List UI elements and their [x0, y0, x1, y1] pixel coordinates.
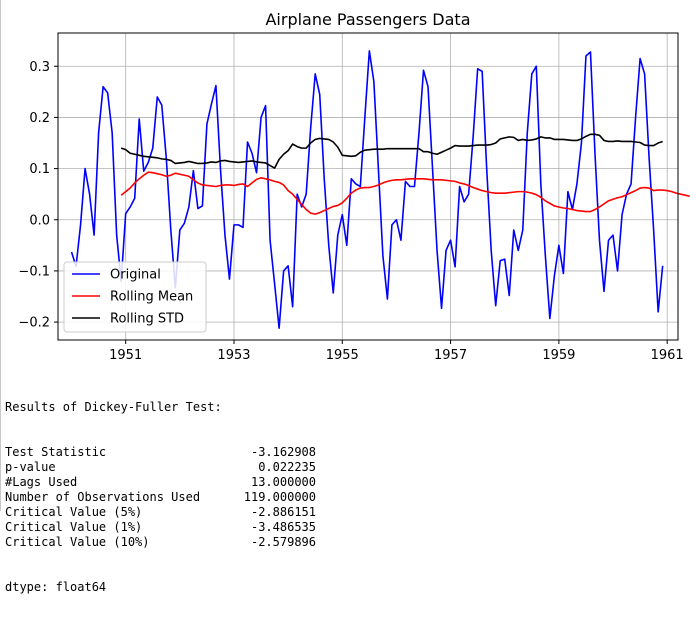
- dickey-fuller-results: Results of Dickey-Fuller Test: Test Stat…: [5, 370, 316, 625]
- results-row-value: -2.579896: [250, 535, 316, 549]
- results-heading: Results of Dickey-Fuller Test:: [5, 400, 222, 414]
- results-row: #Lags Used 13.000000: [5, 475, 316, 490]
- results-row-name: #Lags Used: [5, 475, 78, 489]
- results-row-value: -3.162908: [250, 445, 316, 459]
- x-tick-label: 1951: [109, 348, 142, 363]
- grid: [58, 33, 678, 340]
- chart-title: Airplane Passengers Data: [265, 10, 470, 29]
- results-row-name: Test Statistic: [5, 445, 107, 459]
- results-table: Test Statistic -3.162908 p-value 0.022235 #L…: [5, 445, 316, 550]
- x-tick-label: 1961: [651, 348, 684, 363]
- y-tick-label: 0.0: [29, 213, 50, 228]
- results-row: p-value 0.022235: [5, 460, 316, 475]
- x-axis: 1951 1953 1955 1957 1959 1961: [109, 340, 684, 363]
- x-tick-label: 1959: [542, 348, 575, 363]
- results-row-value: 13.000000: [250, 475, 316, 489]
- results-row-value: -2.886151: [250, 505, 316, 519]
- y-tick-label: 0.1: [29, 162, 50, 177]
- results-row-name: Critical Value (5%): [5, 505, 143, 519]
- results-row: Critical Value (5%) -2.886151: [5, 505, 316, 520]
- x-tick-label: 1955: [326, 348, 359, 363]
- results-row-name: Number of Observations Used: [5, 490, 201, 504]
- y-tick-label: −0.1: [18, 264, 50, 279]
- results-row-name: Critical Value (10%): [5, 535, 150, 549]
- results-row: Test Statistic -3.162908: [5, 445, 316, 460]
- results-row-name: p-value: [5, 460, 56, 474]
- results-row-value: 0.022235: [258, 460, 316, 474]
- y-axis: −0.2 −0.1 0.0 0.1 0.2 0.3: [18, 60, 58, 331]
- legend: Original Rolling Mean Rolling STD: [63, 261, 207, 333]
- legend-label-original: Original: [110, 268, 161, 283]
- y-tick-label: 0.3: [29, 60, 50, 75]
- notebook-output: Airplane Passengers Data 1951 1953 1955 195…: [0, 0, 690, 594]
- y-tick-label: −0.2: [18, 316, 50, 331]
- results-row-value: 119.000000: [243, 490, 316, 504]
- series-line-original: [70, 50, 664, 330]
- cell-left-border: [0, 0, 1, 511]
- line-chart: Airplane Passengers Data 1951 1953 1955 195…: [18, 10, 690, 363]
- legend-label-rolling-mean: Rolling Mean: [110, 290, 193, 305]
- legend-box: [63, 261, 207, 333]
- dtype-line: dtype: float64: [5, 580, 107, 594]
- x-tick-label: 1957: [434, 348, 467, 363]
- legend-label-rolling-std: Rolling STD: [110, 312, 184, 327]
- y-tick-label: 0.2: [29, 111, 50, 126]
- series-line-rolling-mean: [120, 171, 690, 215]
- plot-frame: [57, 32, 679, 341]
- results-row-value: -3.486535: [250, 520, 316, 534]
- results-row-name: Critical Value (1%): [5, 520, 143, 534]
- series-lines: [70, 50, 690, 330]
- results-row: Number of Observations Used 119.000000: [5, 490, 316, 505]
- results-row: Critical Value (10%) -2.579896: [5, 535, 316, 550]
- x-tick-label: 1953: [217, 348, 250, 363]
- results-row: Critical Value (1%) -3.486535: [5, 520, 316, 535]
- series-line-rolling-std: [120, 133, 663, 169]
